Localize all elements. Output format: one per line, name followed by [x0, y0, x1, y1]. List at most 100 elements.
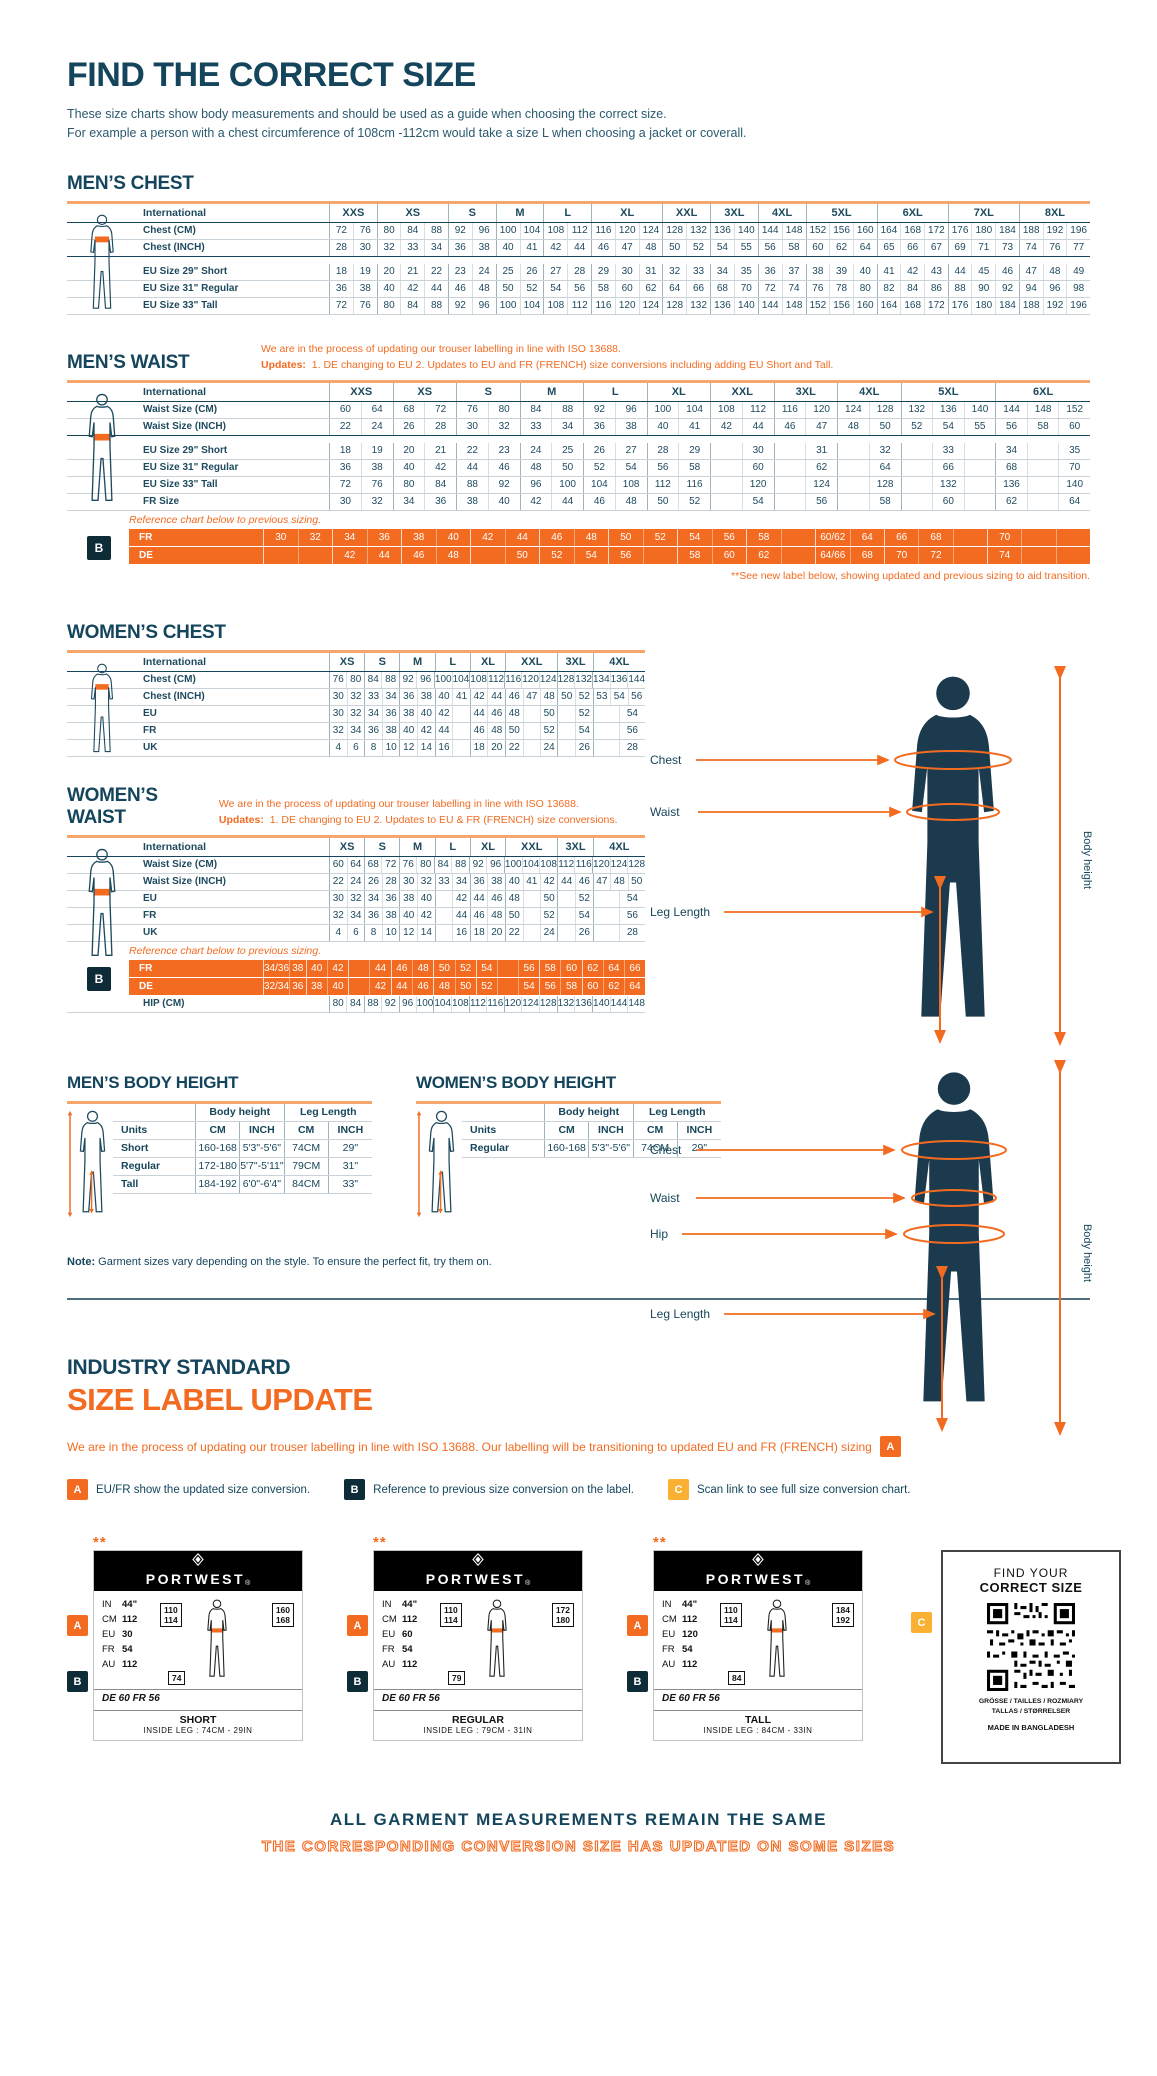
size-label-update-heading: SIZE LABEL UPDATE — [67, 1382, 373, 1418]
industry-standard-heading: INDUSTRY STANDARD — [67, 1356, 291, 1380]
womens-waist-table: B International XS S M L XL XXL 3XL 4XL Waist Siz… — [67, 835, 645, 1014]
size-label-card-tall: ** PORTWEST ® IN 44" CM 112 EU 120 FR 54 AU 11… — [627, 1534, 863, 1742]
b-badge: B — [627, 1671, 648, 1693]
womens-waist-figure-icon — [88, 848, 116, 957]
hip-box: 110 114 — [160, 1603, 182, 1628]
a-badge: A — [67, 1615, 88, 1637]
table-row: FR Size 30 32 34 36 38 40 42 44 46 48 50 52 54 56 58 60 6… — [67, 494, 1090, 512]
a-badge: A — [879, 1436, 901, 1458]
mens-measurement-figure: Chest Waist Leg Length Body height — [640, 664, 1100, 1056]
size-label-card-short: ** PORTWEST ® IN 44" CM 112 EU 30 FR 54 AU 112 — [67, 1534, 303, 1742]
a-badge: A — [67, 1479, 88, 1501]
table-row: EU Size 31" Regular 36 38 40 42 44 46 48 50 52 54 5… — [67, 460, 1090, 478]
stars-mark: ** — [653, 1534, 667, 1552]
mens-body-height-heading: MEN’S BODY HEIGHT — [67, 1073, 239, 1093]
hip-box: 110 114 — [440, 1603, 462, 1628]
mens-body-height-table: Body height Leg Length Units CM INCH CM INCH Sh… — [113, 1104, 372, 1195]
section-womens-waist: WOMEN’S WAIST We are in the process of u… — [67, 785, 645, 1014]
inseam-box: 84 — [728, 1671, 746, 1686]
table-row: FR 34/36 38 40 42 44 46 48 50 52 54 56 58 60 62 64 66 — [129, 960, 645, 979]
table-row: Waist Size (CM) 60 64 68 72 76 80 84 88 92 96 100 10… — [67, 402, 1090, 420]
a-badge: A — [347, 1615, 368, 1637]
womens-waist-heading: WOMEN’S WAIST — [67, 785, 158, 829]
table-row: FR 30 32 34 36 38 40 42 44 46 48 50 52 54 56 58 60/62 64 6… — [129, 529, 1090, 548]
womens-chest-label: Chest — [650, 1143, 682, 1157]
mens-body-height-label: Body height — [1081, 831, 1093, 889]
mens-leg-length-label: Leg Length — [650, 905, 710, 919]
section-mens-waist: MEN’S WAIST We are in the process of upd… — [67, 341, 1090, 583]
section-mens-body-height: MEN’S BODY HEIGHT Body height Leg Length U… — [67, 1073, 372, 1218]
table-row: EU Size 31" Regular 36 38 40 42 44 46 48 50 52 54 5… — [67, 280, 1090, 298]
reference-b-badge: B — [87, 536, 111, 561]
womens-waist-label: Waist — [650, 1191, 680, 1205]
portwest-logo: PORTWEST ® — [374, 1551, 582, 1592]
label-figure-icon — [487, 1599, 507, 1677]
a-badge: A — [627, 1615, 648, 1637]
size-label-card-regular: ** PORTWEST ® IN 44" CM 112 EU 60 FR 54 AU 112 — [347, 1534, 583, 1742]
table-row: Regular 160-168 5'3"-5'6" 74CM 29" — [462, 1140, 721, 1159]
mens-waist-table: B International XXS XS S M L XL XXL 3XL 4XL 5XL 6XL… — [67, 380, 1090, 566]
section-size-label-update: INDUSTRY STANDARD SIZE LABEL UPDATE We a… — [67, 1356, 1121, 1765]
mens-chest-figure-icon — [90, 214, 114, 309]
label-values: IN 44" CM 112 EU 60 FR 54 AU 112 — [382, 1599, 418, 1671]
table-row: Chest (INCH) 28 30 32 33 34 36 38 40 41 42 44 46 47 48… — [67, 239, 1090, 257]
badge-legend: A EU/FR show the updated size conversion.… — [67, 1479, 1090, 1501]
height-box: 184 192 — [831, 1603, 854, 1628]
mens-body-height-figure-icon — [67, 1110, 106, 1218]
womens-leg-length-label: Leg Length — [650, 1307, 710, 1321]
mens-waist-heading: MEN’S WAIST — [67, 352, 190, 374]
previous-size-row: DE 60 FR 56 — [374, 1689, 582, 1710]
section-womens-body-height: WOMEN’S BODY HEIGHT Body height Leg Lengt… — [416, 1073, 721, 1218]
legend-a-text: EU/FR show the updated size conversion. — [96, 1483, 311, 1496]
table-row: Chest (INCH) 30 32 33 34 36 38 40 41 42 44 46 47 48 50… — [67, 689, 645, 707]
table-row: Chest (CM) 72 76 80 84 88 92 96 100 104 108 112 116 1… — [67, 222, 1090, 240]
table-row: Regular 172-180 5'7"-5'11" 79CM 31" — [113, 1158, 372, 1177]
table-row: EU 30 32 34 36 38 40 42 44 46 48 50 52 54 — [67, 891, 645, 909]
height-box: 160 168 — [271, 1603, 294, 1628]
table-row: Tall 184-192 6'0"-6'4" 84CM 33" — [113, 1176, 372, 1195]
table-header-row: International XXS XS S M L XL XXL 3XL 4XL 5XL 6XL — [67, 383, 1090, 403]
table-row: Short 160-168 5'3"-5'6" 74CM 29" — [113, 1140, 372, 1159]
reference-b-badge: B — [87, 967, 111, 992]
qr-code — [987, 1603, 1075, 1692]
reference-note: Reference chart below to previous sizing… — [129, 514, 322, 527]
garment-note: Note: Garment sizes vary depending on th… — [67, 1256, 492, 1269]
table-row: FR 32 34 36 38 40 42 44 46 48 50 52 54 56 — [67, 723, 645, 741]
height-box: 172 180 — [551, 1603, 574, 1628]
womens-body-height-figure-icon — [416, 1110, 455, 1218]
womens-waist-iso-note: We are in the process of updating our tr… — [218, 797, 618, 826]
previous-size-row: DE 60 FR 56 — [654, 1689, 862, 1710]
units-row: Units CM INCH CM INCH — [113, 1122, 372, 1141]
card-footer: TALL INSIDE LEG : 84CM - 33IN — [654, 1710, 862, 1740]
card-footer: SHORT INSIDE LEG : 74CM - 29IN — [94, 1710, 302, 1740]
table-row: Chest (CM) 76 80 84 88 92 96 100 104 108 112 116 120… — [67, 672, 645, 690]
qr-card-wrap: FIND YOUR CORRECT SIZE GRÖSSE / TAILLES … — [911, 1534, 1121, 1765]
mens-waist-label: Waist — [650, 805, 680, 819]
qr-card: FIND YOUR CORRECT SIZE GRÖSSE / TAILLES … — [941, 1550, 1121, 1765]
portwest-diamond-icon — [192, 1553, 204, 1567]
label-figure-icon — [207, 1599, 227, 1677]
stars-mark: ** — [373, 1534, 387, 1552]
womens-body-height-label: Body height — [1081, 1224, 1093, 1282]
womens-hip-label: Hip — [650, 1227, 668, 1241]
mens-waist-footnote: **See new label below, showing updated a… — [731, 570, 1090, 583]
table-row: UK 4 6 8 10 12 14 16 18 20 22 24 26 28 — [67, 740, 645, 758]
hip-box: 110 114 — [720, 1603, 742, 1628]
table-row: UK 4 6 8 10 12 14 16 18 20 22 24 26 28 — [67, 925, 645, 943]
b-badge: B — [344, 1479, 366, 1501]
group-header-row: Body height Leg Length — [462, 1104, 721, 1123]
page-subtitle: These size charts show body measurements… — [67, 107, 747, 140]
size-label-cards: ** PORTWEST ® IN 44" CM 112 EU 30 FR 54 AU 112 — [67, 1534, 1121, 1765]
portwest-diamond-icon — [752, 1553, 764, 1567]
womens-body-height-heading: WOMEN’S BODY HEIGHT — [416, 1073, 616, 1093]
b-badge: B — [347, 1671, 368, 1693]
womens-body-height-table: Body height Leg Length Units CM INCH CM INCH Re… — [462, 1104, 721, 1159]
legend-b-text: Reference to previous size conversion on… — [373, 1483, 634, 1496]
previous-size-row: DE 60 FR 56 — [94, 1689, 302, 1710]
mens-chest-heading: MEN’S CHEST — [67, 172, 194, 194]
portwest-logo: PORTWEST ® — [94, 1551, 302, 1592]
legend-c-text: Scan link to see full size conversion ch… — [696, 1483, 911, 1496]
mens-waist-figure-icon — [88, 393, 116, 502]
mens-chest-table: International XXS XS S M L XL XXL 3XL 4XL 5XL 6XL 7X… — [67, 200, 1090, 315]
c-badge: C — [911, 1612, 932, 1634]
